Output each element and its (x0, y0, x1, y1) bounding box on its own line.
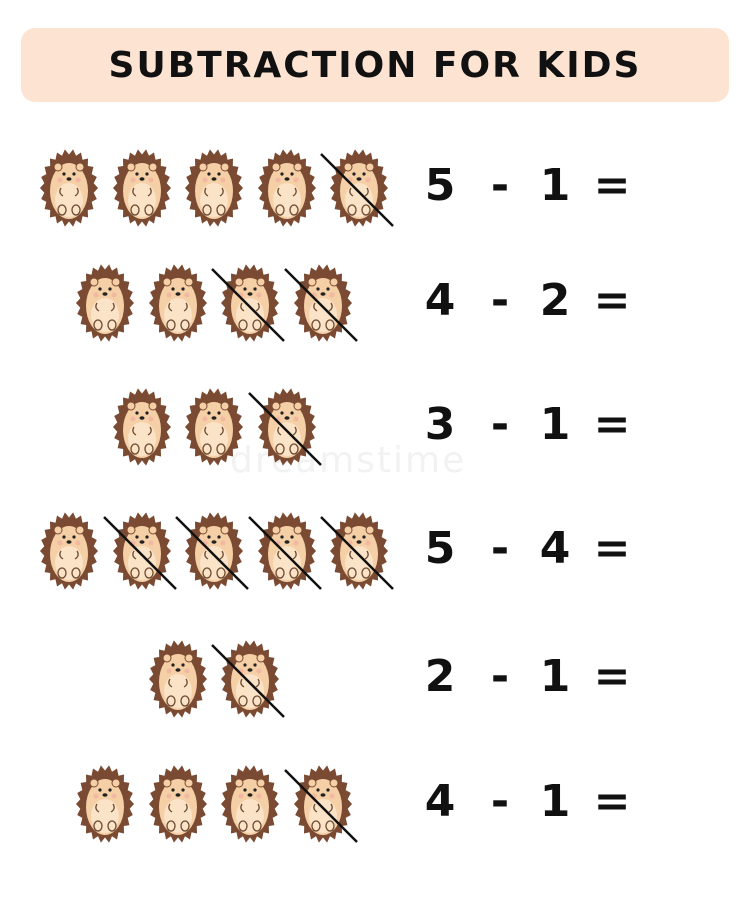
equation-equals: = (593, 399, 631, 450)
hedgehog-icon (102, 511, 177, 591)
title-banner: SUBTRACTION FOR KIDS (21, 28, 729, 102)
equation-minuend: 3 (424, 399, 456, 450)
equation-equals: = (593, 776, 631, 827)
equation-minuend: 4 (424, 275, 456, 326)
equation-operator: - (490, 651, 510, 702)
cross-out-line (247, 392, 322, 466)
cross-out-line (320, 153, 394, 227)
problem-row: 2-1 = (0, 629, 750, 729)
problem-row: 3-1 = (0, 377, 750, 477)
hedgehog-icon (247, 511, 322, 591)
equation-equals: = (593, 651, 631, 702)
equation-subtrahend: 2 (539, 275, 571, 326)
equation-minuend: 5 (424, 523, 456, 574)
hedgehog-icon (39, 511, 99, 591)
equation: 5-4 = (410, 523, 650, 579)
equation-subtrahend: 1 (539, 160, 571, 211)
equation-operator: - (490, 523, 510, 574)
hedgehog-icon (283, 764, 358, 844)
cross-out-line (175, 516, 249, 590)
equation: 3-1 = (410, 399, 650, 455)
problem-row: 4-1 = (0, 754, 750, 854)
equation: 5-1 = (410, 160, 650, 216)
cross-out-line (211, 644, 286, 718)
equation-subtrahend: 4 (539, 523, 571, 574)
hedgehog-icon (283, 263, 358, 343)
cross-out-line (247, 516, 322, 590)
equation: 4-1 = (410, 776, 650, 832)
hedgehog-icon (112, 387, 172, 467)
equation-operator: - (490, 160, 510, 211)
cross-out-line (283, 769, 358, 843)
hedgehog-icon (39, 148, 99, 228)
equation-minuend: 4 (424, 776, 456, 827)
problem-row: 5-1 = (0, 138, 750, 238)
cross-out-line (320, 516, 394, 590)
hedgehog-icon (184, 387, 244, 467)
problem-row: 5-4 = (0, 501, 750, 601)
equation-equals: = (593, 160, 631, 211)
cross-out-line (102, 516, 177, 590)
hedgehog-icon (247, 387, 322, 467)
hedgehog-icon (112, 148, 172, 228)
equation-minuend: 2 (424, 651, 456, 702)
equation-operator: - (490, 275, 510, 326)
hedgehog-icon (75, 263, 135, 343)
hedgehog-icon (211, 639, 286, 719)
hedgehog-icon (320, 511, 394, 591)
equation: 2-1 = (410, 651, 650, 707)
hedgehog-icon (320, 148, 394, 228)
cross-out-line (211, 268, 286, 342)
equation-equals: = (593, 523, 631, 574)
hedgehog-icon (184, 148, 244, 228)
equation-minuend: 5 (424, 160, 456, 211)
equation-subtrahend: 1 (539, 399, 571, 450)
hedgehog-icon (148, 639, 208, 719)
hedgehog-icon (257, 148, 317, 228)
hedgehog-icon (148, 764, 208, 844)
hedgehog-icon (148, 263, 208, 343)
hedgehog-icon (175, 511, 249, 591)
equation: 4-2 = (410, 275, 650, 331)
equation-operator: - (490, 399, 510, 450)
equation-equals: = (593, 275, 631, 326)
hedgehog-icon (211, 263, 286, 343)
cross-out-line (283, 268, 358, 342)
equation-operator: - (490, 776, 510, 827)
worksheet-title: SUBTRACTION FOR KIDS (108, 44, 642, 86)
equation-subtrahend: 1 (539, 776, 571, 827)
hedgehog-icon (220, 764, 280, 844)
equation-subtrahend: 1 (539, 651, 571, 702)
hedgehog-icon (75, 764, 135, 844)
problem-row: 4-2 = (0, 253, 750, 353)
